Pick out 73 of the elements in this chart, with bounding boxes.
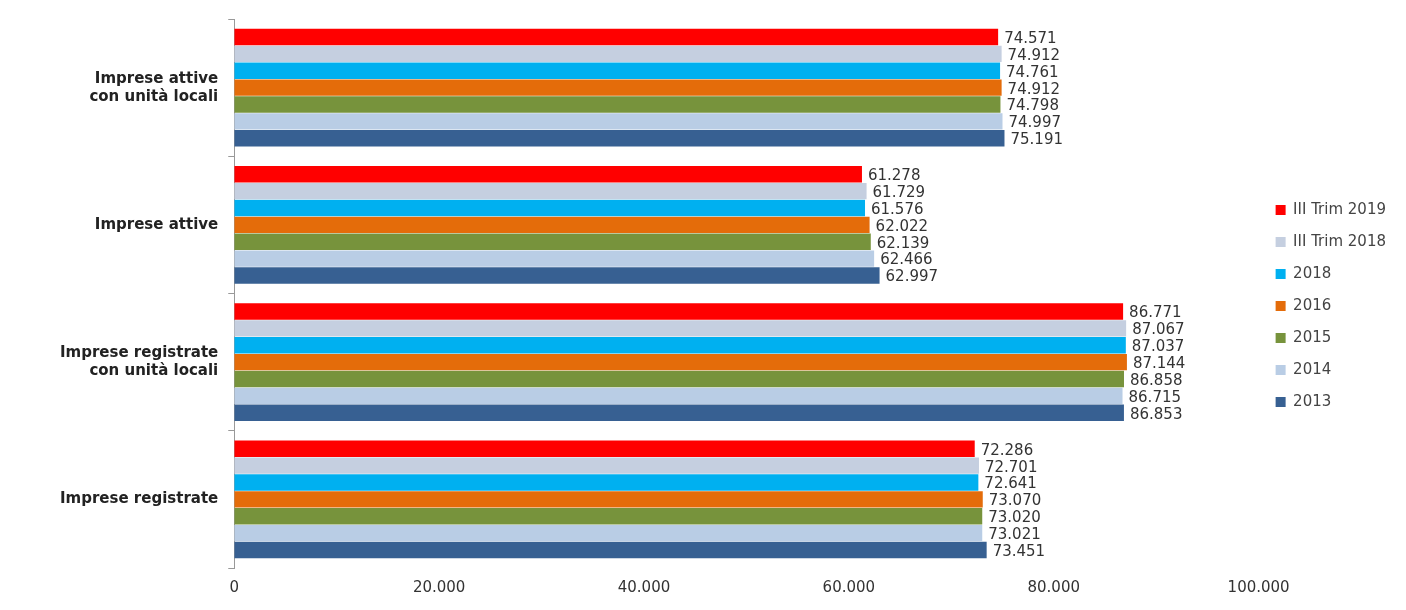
bar	[234, 320, 1127, 337]
bar	[234, 267, 880, 284]
legend-label: 2014	[1293, 359, 1332, 378]
data-label: 87.144	[1132, 354, 1186, 373]
legend-label: III Trim 2019	[1293, 199, 1386, 218]
data-label: 62.466	[880, 250, 933, 269]
bar	[234, 45, 1002, 63]
data-label: 86.853	[1129, 404, 1183, 423]
x-tick-label: 20.000	[412, 577, 466, 596]
data-label: 73.020	[988, 508, 1041, 527]
bar	[234, 440, 975, 457]
bar	[234, 491, 983, 508]
data-label: 73.021	[988, 524, 1041, 543]
data-label: 62.139	[876, 233, 930, 252]
data-label: 86.771	[1129, 303, 1182, 322]
data-label: 74.761	[1006, 62, 1059, 81]
data-label: 86.858	[1129, 370, 1183, 389]
data-label: 72.641	[984, 474, 1037, 493]
data-label: 72.286	[980, 440, 1034, 459]
legend-label: III Trim 2018	[1293, 231, 1386, 250]
bar	[234, 96, 1001, 113]
legend-label: 2015	[1293, 327, 1332, 346]
data-label: 87.067	[1132, 320, 1185, 339]
bar	[234, 387, 1123, 405]
bar	[234, 370, 1124, 388]
bar	[234, 28, 999, 46]
y-tick-label: Imprese attive	[94, 214, 219, 233]
bar	[234, 541, 987, 559]
data-label: 72.701	[984, 457, 1038, 476]
bar	[234, 199, 866, 217]
bar	[234, 404, 1124, 421]
legend-label: 2018	[1293, 263, 1332, 282]
data-label: 74.912	[1007, 79, 1061, 98]
y-tick-label: Imprese registrate	[59, 489, 219, 508]
bar	[234, 508, 983, 525]
data-label: 74.798	[1006, 96, 1059, 115]
data-label: 62.022	[875, 216, 929, 235]
x-tick-label: 100.000	[1227, 577, 1290, 596]
data-label: 74.912	[1007, 45, 1061, 64]
data-label: 73.070	[988, 491, 1042, 510]
bar	[234, 303, 1124, 320]
bar	[234, 166, 862, 183]
data-label: 86.715	[1128, 387, 1182, 406]
data-label: 75.191	[1010, 130, 1063, 149]
x-tick-label: 0	[229, 577, 240, 596]
x-tick-label: 60.000	[822, 577, 876, 596]
data-label: 62.997	[885, 267, 939, 286]
bar	[234, 250, 875, 267]
bar	[234, 524, 983, 542]
x-tick-label: 80.000	[1027, 577, 1080, 596]
y-tick-label: Imprese attive con unità locali	[89, 68, 219, 105]
bar	[234, 474, 979, 491]
bar	[234, 353, 1127, 371]
bar	[234, 113, 1003, 130]
bar	[234, 62, 1001, 79]
bar	[234, 130, 1005, 147]
bar	[234, 337, 1126, 354]
data-label: 87.037	[1131, 337, 1185, 356]
bar	[234, 79, 1002, 96]
data-label: 61.576	[871, 199, 924, 218]
data-label: 73.451	[992, 541, 1046, 560]
y-tick-label: Imprese registrate con unità locali	[59, 343, 219, 380]
x-tick-label: 40.000	[617, 577, 671, 596]
legend-label: 2016	[1293, 295, 1332, 314]
data-label: 74.997	[1008, 113, 1061, 132]
legend-label: 2013	[1293, 391, 1332, 410]
bar	[234, 182, 867, 200]
data-label: 61.729	[872, 183, 926, 202]
bar	[234, 457, 979, 474]
bar	[234, 233, 871, 250]
data-label: 61.278	[867, 166, 921, 185]
bar	[234, 216, 870, 234]
data-label: 74.571	[1004, 28, 1057, 47]
